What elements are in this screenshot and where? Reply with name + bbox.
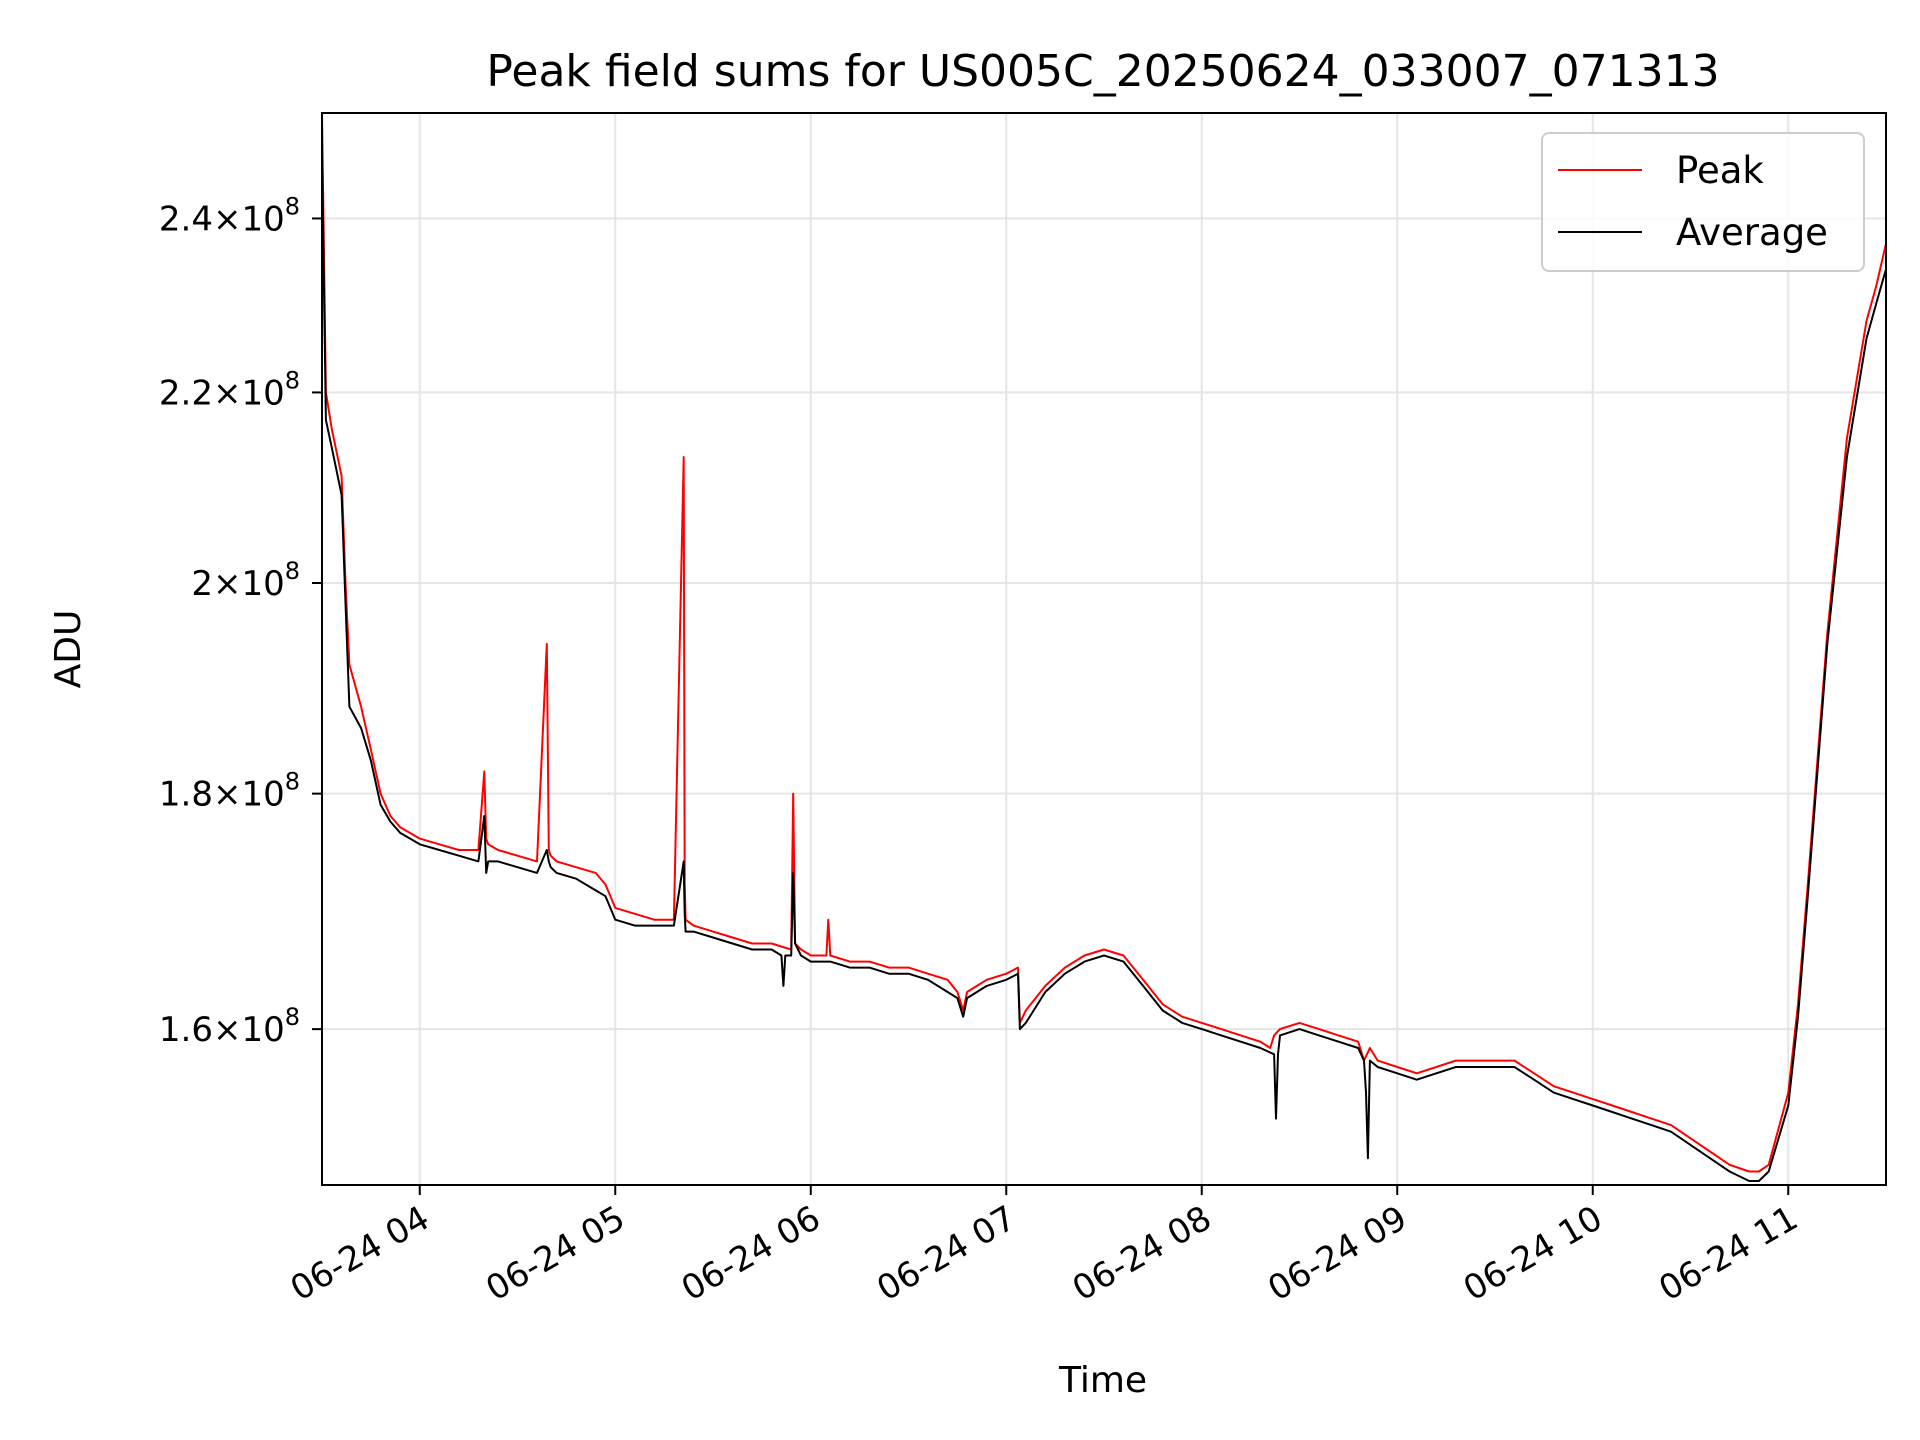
legend-box <box>1541 132 1865 272</box>
y-tick-label: 1.6×108 <box>159 1003 300 1050</box>
y-axis-label: ADU <box>48 610 89 689</box>
chart-title: Peak field sums for US005C_20250624_0330… <box>486 46 1719 97</box>
x-axis-label: Time <box>1058 1360 1147 1401</box>
grid <box>322 113 1886 1185</box>
plot-frame <box>321 112 1887 1186</box>
y-tick-label: 1.8×108 <box>159 768 300 815</box>
series-line-average <box>322 152 1886 1182</box>
y-tick-label: 2.4×108 <box>159 192 300 239</box>
legend: Peak Average <box>1541 132 1865 272</box>
y-tick-label: 2×108 <box>191 557 300 604</box>
y-axis-ticks: 1.6×108 1.8×108 2×108 2.2×108 2.4×108 <box>159 192 322 1050</box>
legend-label-average: Average <box>1676 211 1828 254</box>
series-layer <box>322 113 1886 1182</box>
legend-label-peak: Peak <box>1676 149 1764 192</box>
series-line-peak <box>322 113 1886 1173</box>
y-tick-label: 2.2×108 <box>159 366 300 413</box>
